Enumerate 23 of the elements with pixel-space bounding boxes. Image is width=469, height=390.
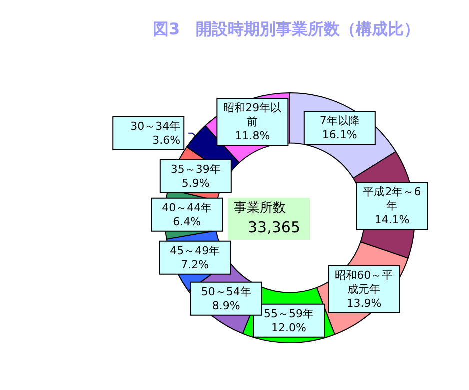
data-label: 14.1% bbox=[374, 214, 410, 227]
data-label: 7.2% bbox=[181, 258, 210, 272]
slice-label: 昭和29年以前 bbox=[224, 102, 282, 129]
data-label: 8.9% bbox=[212, 299, 240, 312]
slice-label: 昭和60～平成元年 bbox=[335, 268, 394, 296]
slice-label: 45～49年 bbox=[170, 244, 220, 258]
data-label: 3.6% bbox=[152, 134, 181, 147]
data-label: 5.9% bbox=[182, 176, 210, 190]
slice-label: 50～54年 bbox=[201, 285, 252, 298]
text: 33,365 bbox=[248, 218, 300, 236]
data-label: 12.0% bbox=[272, 321, 307, 334]
slice-label: 40～44年 bbox=[162, 201, 212, 214]
slice-label: 35～39年 bbox=[170, 162, 221, 176]
slice-label: 平成2年～6年 bbox=[363, 186, 422, 213]
data-label: 6.4% bbox=[173, 215, 202, 228]
slice-label: 7年以降 bbox=[320, 114, 360, 128]
data-label: 16.1% bbox=[322, 128, 358, 142]
text: 事業所数 bbox=[234, 201, 286, 216]
data-label: 11.8% bbox=[235, 130, 270, 143]
data-label: 13.9% bbox=[346, 296, 382, 310]
chart-title: 図3 開設時期別事業所数（構成比） bbox=[153, 20, 420, 38]
slice-label: 30～34年 bbox=[130, 120, 181, 133]
slice-label: 55～59年 bbox=[264, 307, 314, 320]
